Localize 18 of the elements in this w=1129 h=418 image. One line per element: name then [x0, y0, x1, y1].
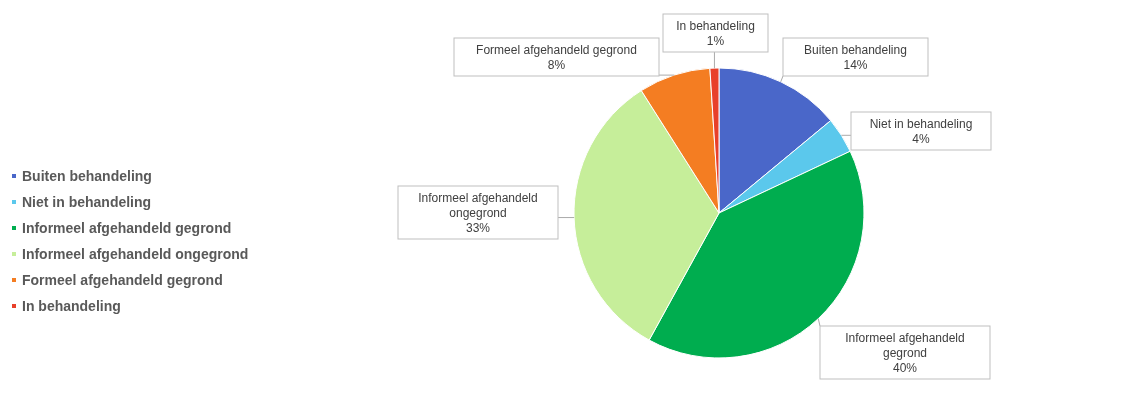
legend-label: Formeel afgehandeld gegrond [22, 272, 223, 288]
data-label: 14% [843, 58, 868, 72]
legend-label: Informeel afgehandeld ongegrond [22, 246, 249, 262]
slice-label: Informeel afgehandeld gegrond [845, 331, 965, 360]
data-label: 1% [706, 34, 725, 48]
slice-label: Buiten behandeling [804, 43, 907, 57]
legend-label: In behandeling [22, 298, 121, 314]
legend-label: Informeel afgehandeld gegrond [22, 220, 232, 236]
slice-label: Niet in behandeling [869, 117, 973, 131]
slice-label: Informeel afgehandeld ongegrond [418, 191, 538, 220]
legend-label: Niet in behandeling [22, 194, 152, 210]
legend-label: Buiten behandeling [22, 168, 152, 184]
data-label: 4% [912, 132, 930, 146]
data-label: 40% [892, 361, 918, 375]
data-label: 8% [547, 58, 566, 72]
slice-label: In behandeling [676, 19, 755, 33]
slice-label: Formeel afgehandeld gegrond [476, 43, 637, 57]
data-label: 33% [465, 221, 491, 235]
